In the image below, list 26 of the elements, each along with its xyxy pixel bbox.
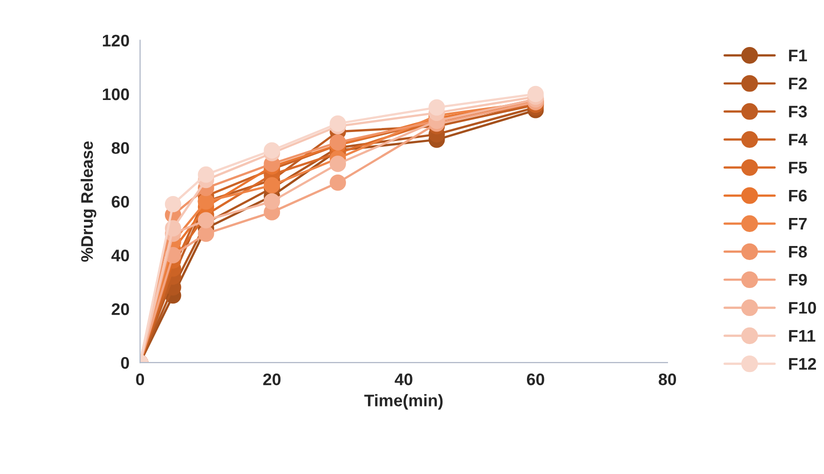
x-tick-label: 80 [658,373,676,386]
y-tick-label: 60 [112,196,129,208]
y-tick-label: 80 [112,142,129,154]
x-axis-title: Time(min) [364,394,443,410]
legend-label: F11 [789,330,816,342]
legend-label: F1 [789,50,807,62]
y-tick-label: 20 [112,303,129,316]
y-tick-label: 100 [102,88,129,100]
x-tick-label: 60 [526,373,544,386]
legend-label: F3 [789,106,807,118]
y-tick-label: 0 [121,357,129,369]
legend-label: F2 [789,78,807,90]
x-tick-label: 20 [263,373,281,386]
legend-label: F4 [789,134,808,146]
x-tick-label: 40 [394,373,412,386]
legend-label: F12 [789,358,816,370]
x-tick-label: 0 [136,373,144,386]
legend-label: F7 [789,218,807,230]
legend-label: F9 [789,274,807,286]
y-tick-label: 40 [111,250,129,262]
y-tick-label: 120 [102,34,129,46]
y-axis-title: %Drug Release [80,141,96,262]
legend-label: F8 [789,246,807,258]
legend-label: F10 [789,302,816,314]
legend-label: F5 [789,162,807,174]
legend-label: F6 [789,190,807,202]
